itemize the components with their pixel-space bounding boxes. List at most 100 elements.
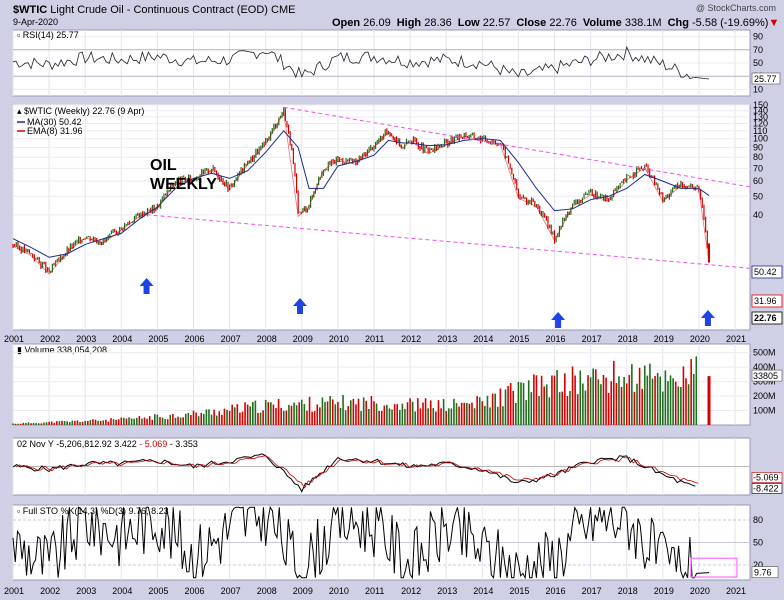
x-tick-bottom-2015: 2015 [509,586,529,596]
x-tick-bottom-2013: 2013 [437,586,457,596]
bottom-up-arrow-icon [292,298,307,314]
x-tick-bottom-2021: 2021 [726,586,746,596]
price-tick-130: 130 [753,112,768,122]
x-tick-price-2008: 2008 [257,334,277,344]
vol-tick-400M: 400M [753,362,776,372]
sto-title: ▫ Full STO %K(14,3) %D(3) 9.76, 8.23 [17,506,169,516]
ohlc-item-close: Close 22.76 [516,17,577,29]
sto-k-line [12,505,710,580]
ohlc-item-low: Low 22.57 [457,17,511,29]
sto-tick-20: 20 [753,560,763,570]
rsi-last-tag-box [751,72,781,85]
stoch-oversold-box [690,557,738,578]
price-tick-140: 140 [753,106,768,116]
lower-trendline [146,214,751,269]
x-tick-bottom-2014: 2014 [473,586,493,596]
x-tick-price-2003: 2003 [76,334,96,344]
vol-tick-100M: 100M [753,406,776,416]
osc-tag-0: -5.069 [753,473,779,483]
rsi-last-tag: 25.77 [754,74,777,84]
x-tick-price-2012: 2012 [401,334,421,344]
annotation-line1: OIL [150,157,177,174]
price-tick-50: 50 [753,191,763,201]
legend-label-0: MA(30) 50.42 [27,117,82,127]
x-tick-bottom-2005: 2005 [148,586,168,596]
x-tick-price-2001: 2001 [4,334,24,344]
osc-value-0: 3.422 [114,439,139,449]
price-tick-120: 120 [753,119,768,129]
osc-line [12,453,696,493]
osc-value-1: - 5.069 [139,439,170,449]
price-tag-1: 31.96 [754,296,777,306]
rsi-tick-10: 10 [753,84,763,94]
x-tick-bottom-2006: 2006 [185,586,205,596]
x-tick-bottom-2008: 2008 [257,586,277,596]
osc-tag-1: -8.422 [753,484,779,494]
price-tick-110: 110 [753,126,767,136]
upper-trendline [283,106,751,188]
rsi-tick-70: 70 [753,45,763,55]
osc-title: 02 Nov Y -5,206,812.92 3.422 - 5.069 - 3… [17,439,198,449]
x-tick-bottom-2009: 2009 [293,586,313,596]
x-tick-price-2017: 2017 [582,334,602,344]
x-tick-price-2009: 2009 [293,334,313,344]
rsi-tick-90: 90 [753,32,763,42]
price-tag-box-2 [751,311,783,325]
vol-tick-200M: 200M [753,391,776,401]
x-tick-price-2004: 2004 [112,334,132,344]
sto-last-tag: 9.76 [754,568,772,578]
osc-signal-line [15,455,699,489]
x-tick-bottom-2004: 2004 [112,586,132,596]
volume-title: ▮ Volume 338,054,208 [17,345,107,355]
rsi-tick-50: 50 [753,58,763,68]
price-tick-90: 90 [753,142,763,152]
price-tag-box-1 [751,294,783,308]
x-tick-price-2011: 2011 [365,334,384,344]
ticker-symbol: $WTIC [13,4,48,16]
x-tick-price-2010: 2010 [329,334,349,344]
price-tick-150: 150 [753,100,768,110]
price-title: ▴ $WTIC (Weekly) 22.76 (9 Apr) [17,106,144,116]
price-tick-100: 100 [753,134,768,144]
x-tick-price-2014: 2014 [473,334,493,344]
x-tick-price-2016: 2016 [546,334,566,344]
x-tick-price-2018: 2018 [618,334,638,344]
x-tick-price-2020: 2020 [690,334,710,344]
annotation-line2: WEEKLY [150,176,217,193]
x-tick-price-2015: 2015 [509,334,529,344]
x-tick-bottom-2012: 2012 [401,586,421,596]
x-tick-bottom-2001: 2001 [4,586,24,596]
ohlc-readout: Open 26.09 High 28.36 Low 22.57 Close 22.76… [332,17,784,29]
chart-date: 9-Apr-2020 [13,17,59,27]
sto-tick-80: 80 [753,515,763,525]
x-tick-bottom-2003: 2003 [76,586,96,596]
vol-tick-500M: 500M [753,348,776,358]
bottom-up-arrow-icon [139,278,154,294]
legend-label-1: EMA(8) 31.96 [27,126,83,136]
vol-last-tag-box [751,369,783,382]
price-tag-box-0 [751,265,783,279]
x-tick-bottom-2010: 2010 [329,586,349,596]
price-tick-40: 40 [753,210,763,220]
sto-last-tag-box [751,566,779,578]
rsi-title: ▫ RSI(14) 25.77 [17,30,79,40]
x-tick-bottom-2002: 2002 [40,586,60,596]
x-tick-bottom-2011: 2011 [365,586,384,596]
price-tick-70: 70 [753,163,763,173]
x-tick-price-2019: 2019 [654,334,674,344]
price-tag-0: 50.42 [754,267,777,277]
copyright: @ StockCharts.com [695,3,776,13]
ma30-line [12,129,710,258]
bottom-up-arrow-icon [551,312,566,328]
ticker-exchange: CME [271,4,296,16]
x-tick-price-2013: 2013 [437,334,457,344]
x-tick-price-2006: 2006 [185,334,205,344]
ohlc-item-chg: Chg -5.58 (-19.69%)▼ [667,17,780,29]
ema8-line [12,111,710,275]
x-tick-bottom-2018: 2018 [618,586,638,596]
x-tick-price-2021: 2021 [726,334,746,344]
bottom-up-arrow-icon [700,310,715,326]
ohlc-item-volume: Volume 338.1M [582,17,662,29]
